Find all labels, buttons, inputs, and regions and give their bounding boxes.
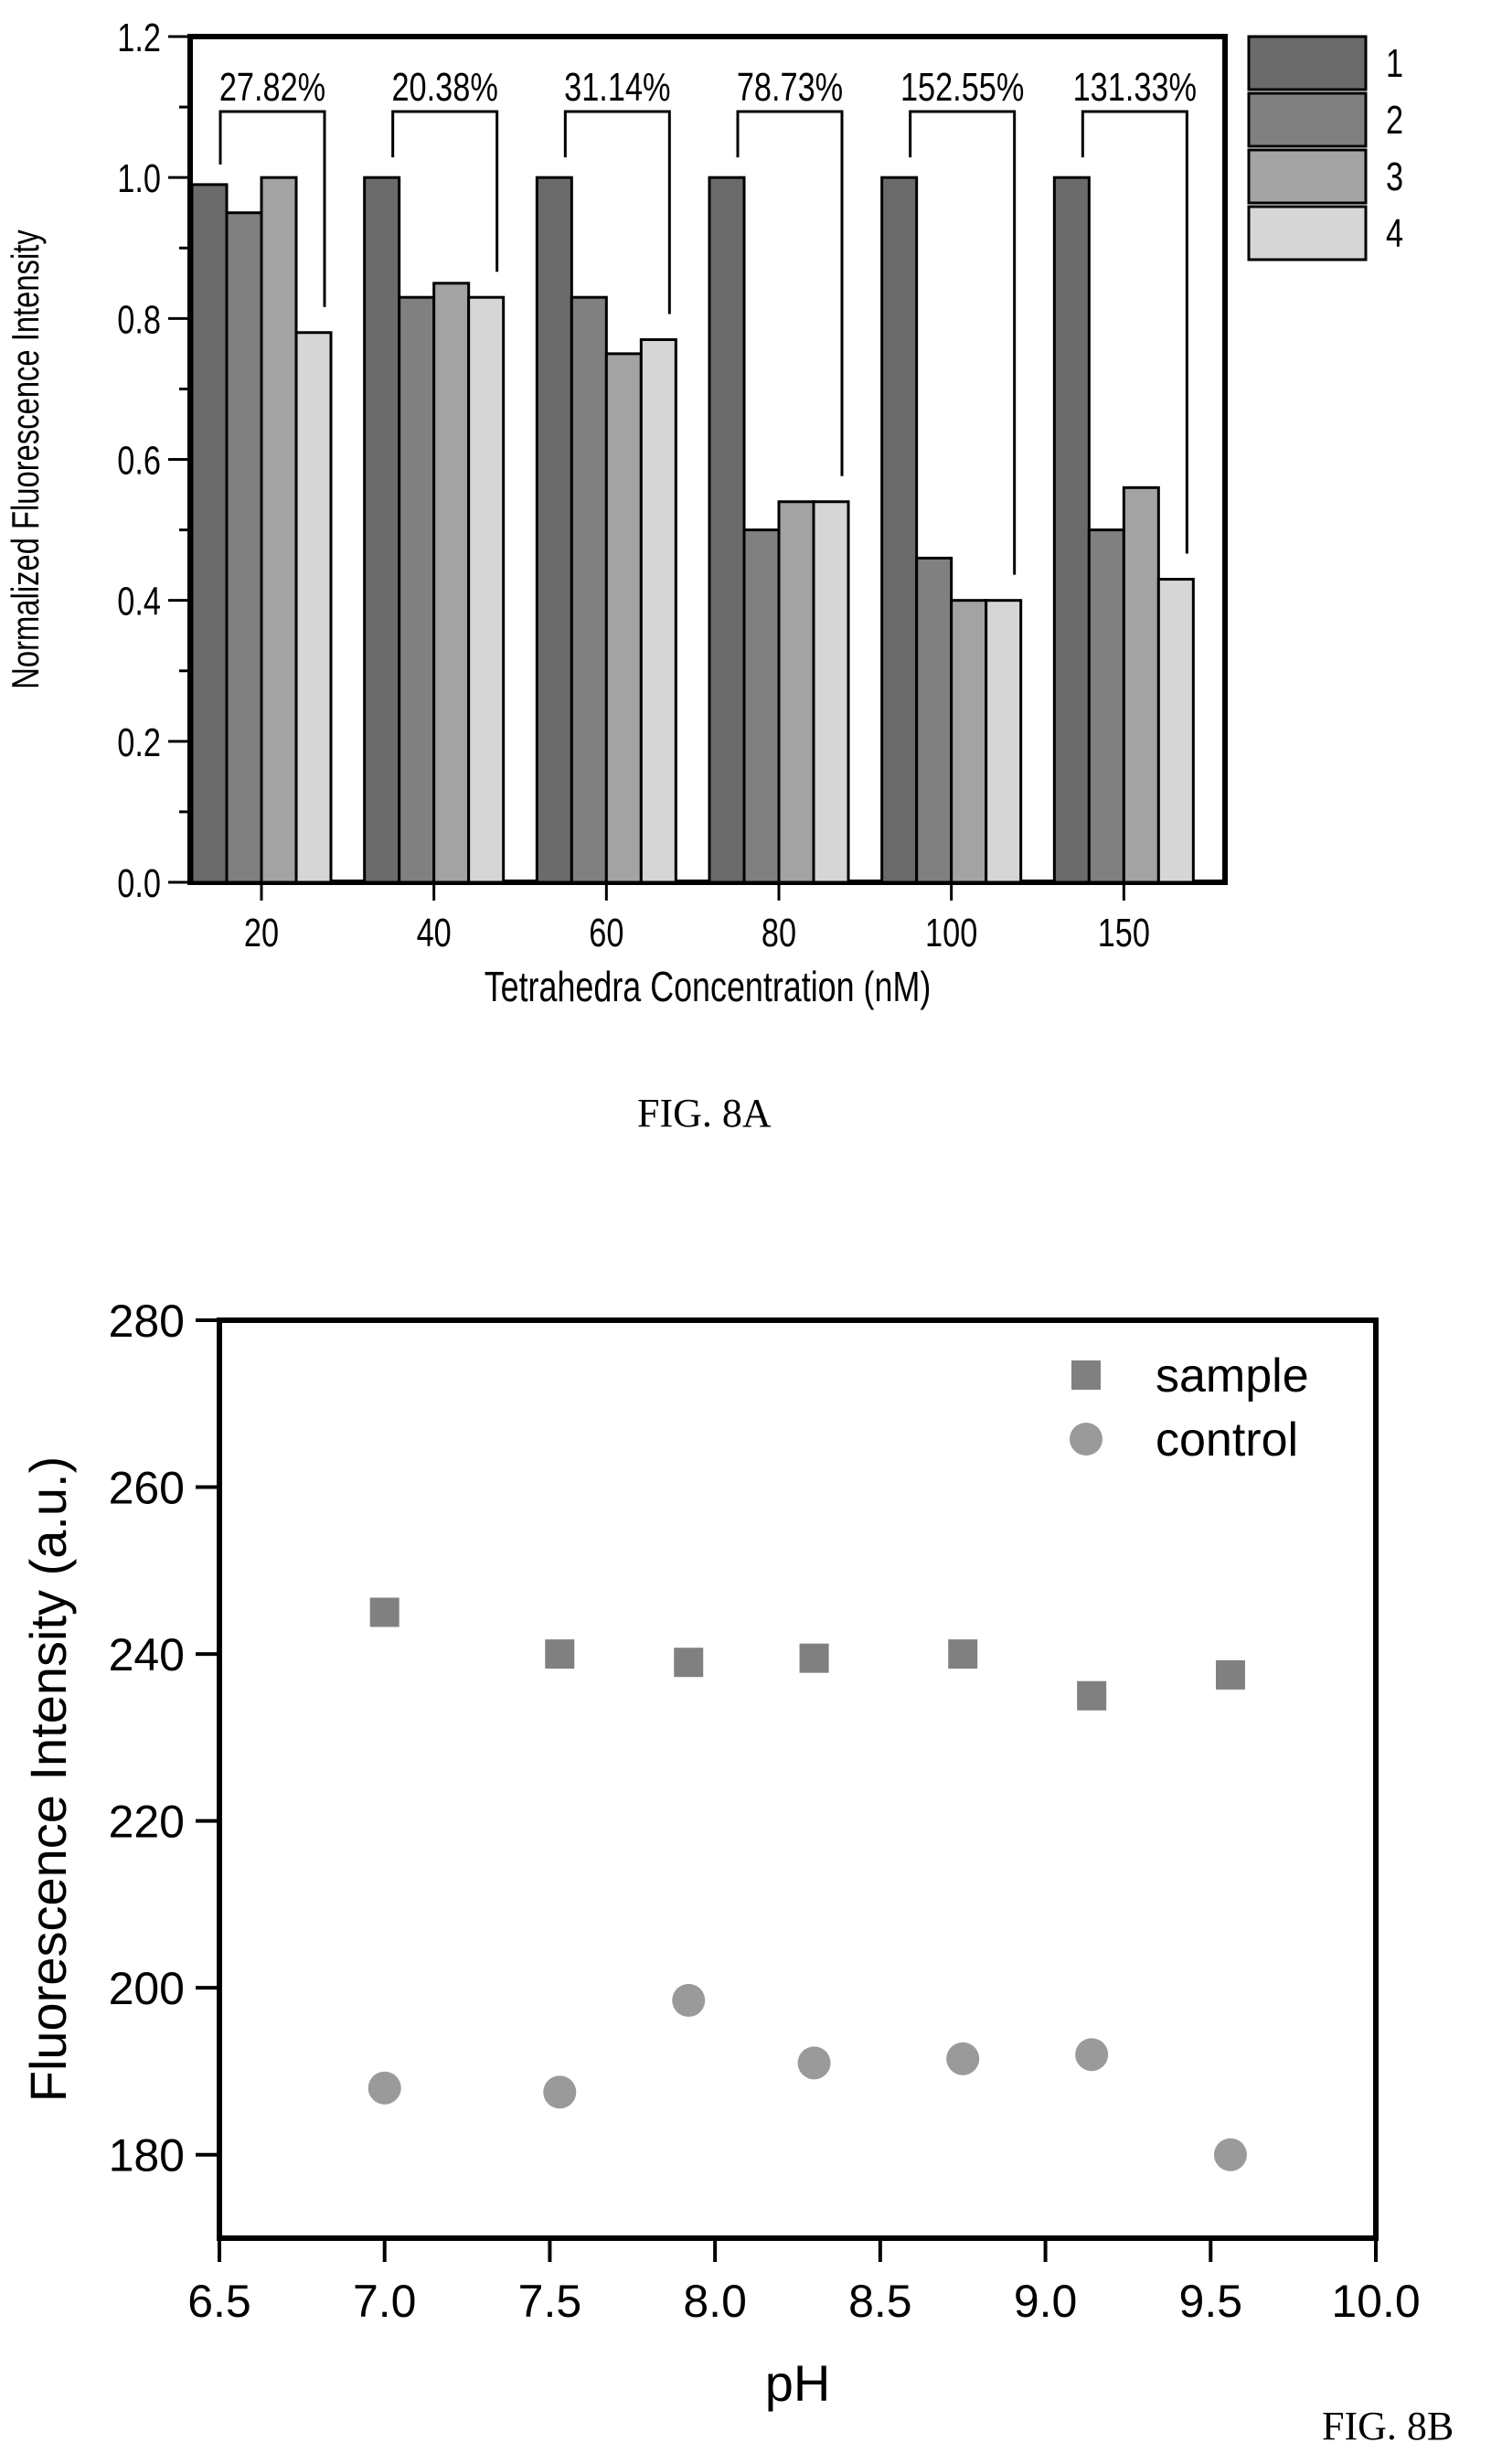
y-tick-label: 260	[109, 1463, 185, 1514]
bar	[398, 295, 436, 884]
x-tick-label: 9.5	[1179, 2276, 1243, 2327]
legend-label: 2	[1386, 98, 1403, 143]
y-tick-label: 180	[109, 2130, 185, 2181]
legend-label: 1	[1386, 41, 1403, 86]
plot-frame	[217, 1317, 1379, 2241]
x-tick-label: 8.5	[848, 2276, 912, 2327]
y-tick-label: 240	[109, 1629, 185, 1680]
annotation-bracket	[1081, 110, 1188, 554]
annotation-label: 78.73%	[737, 65, 843, 110]
bar	[260, 176, 298, 884]
data-point-sample	[948, 1639, 978, 1669]
caption-8b: FIG. 8B	[1322, 2404, 1454, 2448]
legend-swatch	[1247, 35, 1368, 91]
legend-label: sample	[1156, 1349, 1309, 1403]
bar-chart-8a: 0.0 0.2 0.4 0.6 0.8 1.0 1.2 Normalized Fluoresc…	[4, 16, 1403, 1010]
x-tick-label: 9.0	[1014, 2276, 1078, 2327]
annotation-label: 27.82%	[219, 65, 325, 110]
annotation-label: 20.38%	[391, 65, 497, 110]
data-point-sample	[799, 1643, 829, 1673]
data-point-control	[368, 2071, 401, 2105]
legend-label: control	[1156, 1413, 1298, 1467]
bar	[985, 599, 1023, 884]
x-tick-label: 60	[589, 911, 623, 955]
bar	[190, 183, 229, 884]
bar	[777, 500, 815, 884]
x-tick-label: 150	[1098, 911, 1150, 955]
legend-label: 3	[1386, 155, 1403, 199]
y-tick-label: 0.4	[117, 580, 161, 624]
bar	[639, 337, 677, 884]
data-point-sample	[1077, 1680, 1107, 1711]
annotation-bracket	[218, 110, 326, 307]
y-tick-label: 220	[109, 1797, 185, 1848]
bar	[432, 282, 471, 884]
x-tick-label: 100	[925, 911, 977, 955]
y-tick-label: 0.2	[117, 720, 161, 765]
bar	[467, 295, 506, 884]
data-point-control	[797, 2046, 831, 2080]
bar	[1052, 176, 1091, 884]
x-tick-label: 80	[762, 911, 796, 955]
y-tick-label: 280	[109, 1296, 185, 1347]
annotation-label: 152.55%	[900, 65, 1024, 110]
bar	[915, 556, 953, 884]
scatter-chart-8b: 180 200 220 240 260 280 6.5 7.0 7.5 8.0 8.5 9.0 9.5 1…	[19, 1296, 1421, 2412]
bar	[742, 528, 781, 884]
x-tick-label: 20	[244, 911, 279, 955]
y-tick-label: 0.0	[117, 861, 161, 906]
annotation-bracket	[736, 110, 844, 476]
legend-swatch	[1247, 205, 1368, 261]
caption-8a: FIG. 8A	[637, 1091, 772, 1136]
bar	[294, 331, 333, 884]
legend-label: 4	[1386, 211, 1403, 256]
x-tick-label: 6.5	[187, 2276, 251, 2327]
data-point-control	[543, 2075, 577, 2109]
data-point-control	[672, 1983, 706, 2017]
bar	[570, 295, 608, 884]
annotation-bracket	[563, 110, 671, 315]
annotation-label: 31.14%	[564, 65, 670, 110]
y-axis-label: Fluorescence Intensity (a.u.)	[19, 1456, 77, 2103]
data-point-control	[1213, 2138, 1247, 2171]
data-point-sample	[674, 1648, 704, 1678]
legend-swatch	[1247, 91, 1368, 148]
y-tick-label: 0.8	[117, 297, 161, 342]
bar	[812, 500, 850, 884]
legend-marker-control	[1070, 1423, 1103, 1456]
bar	[363, 176, 401, 884]
annotation-bracket	[391, 110, 499, 272]
bar	[1122, 485, 1160, 884]
x-tick-label: 8.0	[683, 2276, 747, 2327]
bar	[708, 176, 746, 884]
bar	[1156, 578, 1195, 884]
x-tick-label: 7.5	[518, 2276, 582, 2327]
y-tick-label: 200	[109, 1963, 185, 2014]
data-point-sample	[1215, 1659, 1245, 1690]
x-tick-label: 7.0	[353, 2276, 417, 2327]
y-tick-label: 0.6	[117, 438, 161, 483]
y-tick-label: 1.2	[117, 16, 161, 60]
bar	[225, 211, 263, 884]
bar	[950, 599, 988, 884]
x-axis-label: Tetrahedra Concentration (nM)	[485, 964, 932, 1010]
x-tick-label: 10.0	[1331, 2276, 1420, 2327]
legend-marker-sample	[1071, 1360, 1101, 1390]
y-tick-label: 1.0	[117, 156, 161, 201]
data-point-sample	[545, 1639, 575, 1669]
legend-swatch	[1247, 148, 1368, 205]
bar	[1087, 528, 1125, 884]
bar	[880, 176, 919, 884]
x-axis-label: pH	[765, 2354, 831, 2412]
annotation-label: 131.33%	[1073, 65, 1197, 110]
data-point-sample	[369, 1597, 399, 1627]
bar	[535, 176, 573, 884]
bar	[604, 352, 643, 884]
x-tick-label: 40	[417, 911, 452, 955]
y-axis-label: Normalized Fluorescence Intensity	[4, 229, 47, 689]
data-point-control	[946, 2042, 980, 2075]
annotation-bracket	[909, 110, 1017, 575]
data-point-control	[1075, 2038, 1109, 2072]
